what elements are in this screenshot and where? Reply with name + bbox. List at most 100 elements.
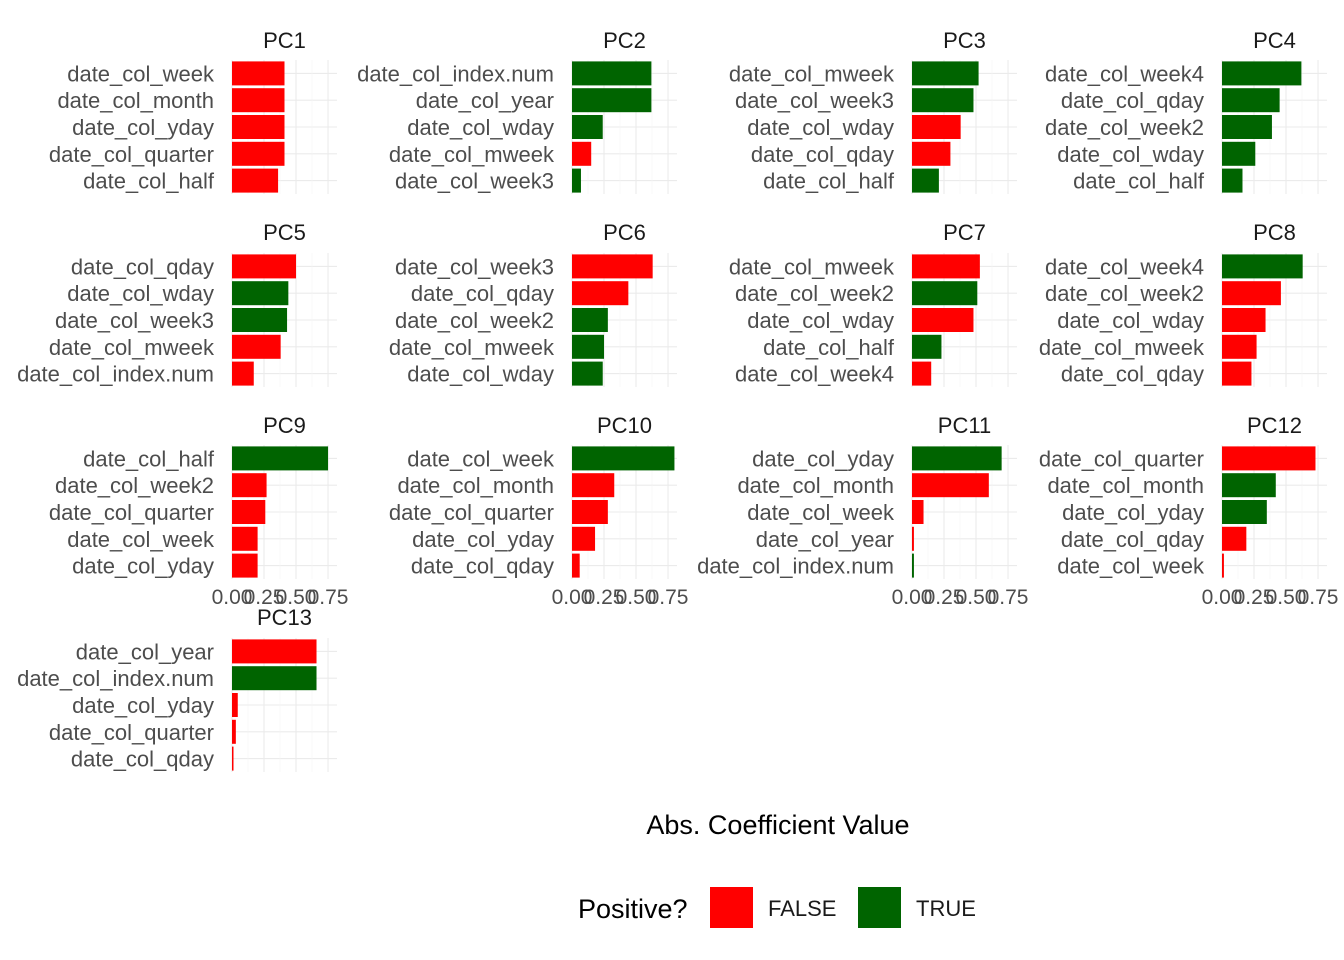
bar: [912, 168, 939, 193]
category-label: date_col_week3: [55, 308, 214, 333]
facet-panel-pc1: PC1 date_col_weekdate_col_monthdate_col_y…: [49, 28, 337, 194]
bar: [1222, 553, 1224, 578]
category-label: date_col_week: [747, 500, 895, 525]
category-label: date_col_half: [1073, 169, 1205, 194]
bar: [232, 746, 234, 771]
bar: [572, 115, 603, 139]
facet-panel-pc13: PC13date_col_yeardate_col_index.numdate_…: [17, 605, 337, 772]
category-label: date_col_half: [83, 446, 215, 471]
bar: [1222, 115, 1272, 139]
bar: [572, 446, 675, 471]
bar: [232, 446, 329, 471]
x-tick-label: 0.75: [308, 586, 349, 609]
category-label: date_col_week: [1057, 554, 1205, 579]
facet-panel-pc8: PC8date_col_week4date_col_week2date_col_…: [1039, 220, 1327, 387]
bar: [1222, 334, 1257, 359]
category-label: date_col_qday: [1061, 527, 1204, 552]
category-label: date_col_month: [1047, 473, 1204, 498]
facet-title: PC4: [1253, 28, 1296, 53]
category-label: date_col_yday: [1062, 500, 1204, 525]
category-label: date_col_half: [763, 169, 895, 194]
bar: [232, 281, 289, 306]
category-label: date_col_wday: [1057, 142, 1204, 167]
facet-title: PC8: [1253, 220, 1296, 245]
bar: [232, 473, 267, 498]
facet-panel-pc4: PC4date_col_week4date_col_qdaydate_col_w…: [1045, 28, 1327, 194]
category-label: date_col_yday: [72, 554, 214, 579]
x-tick-label: 0.75: [648, 586, 689, 609]
facet-panel-pc9: PC9 date_col_halfdate_col_week2date_col_q…: [49, 413, 349, 609]
facet-panel-pc11: PC11date_col_ydaydate_col_monthdate_col_…: [697, 413, 1028, 609]
legend: Positive? FALSE TRUE: [578, 887, 976, 928]
bar: [1222, 308, 1266, 332]
category-label: date_col_week4: [735, 362, 894, 387]
legend-title: Positive?: [578, 894, 688, 924]
bar: [232, 500, 266, 524]
bar: [572, 500, 608, 524]
x-tick-label: 0.25: [924, 586, 965, 609]
bar: [232, 639, 317, 664]
facet-title: PC12: [1247, 413, 1302, 438]
bar: [572, 88, 652, 113]
category-label: date_col_wday: [747, 308, 894, 333]
category-label: date_col_qday: [71, 747, 214, 772]
category-label: date_col_qday: [71, 254, 214, 279]
category-label: date_col_week2: [395, 308, 554, 333]
x-tick-label: 0.00: [552, 586, 593, 609]
bar: [912, 500, 924, 524]
facet-title: PC3: [943, 28, 986, 53]
facet-title: PC6: [603, 220, 646, 245]
legend-label-true: TRUE: [916, 896, 976, 921]
bar: [232, 719, 236, 744]
category-label: date_col_wday: [67, 281, 214, 306]
legend-key-true: [858, 887, 901, 928]
category-label: date_col_mweek: [49, 335, 215, 360]
facet-panel-pc6: PC6date_col_week3date_col_qdaydate_col_w…: [389, 220, 677, 387]
category-label: date_col_week4: [1045, 254, 1204, 279]
bar: [572, 473, 615, 498]
facet-title: PC10: [597, 413, 652, 438]
bar: [572, 254, 653, 279]
bar: [1222, 88, 1280, 113]
bar: [1222, 168, 1243, 193]
bar: [912, 361, 932, 386]
category-label: date_col_mweek: [729, 254, 895, 279]
bar: [1222, 473, 1276, 498]
facet-title: PC9: [263, 413, 306, 438]
facet-title: PC11: [938, 413, 991, 438]
category-label: date_col_week2: [55, 473, 214, 498]
category-label: date_col_index.num: [357, 61, 554, 86]
category-label: date_col_mweek: [1039, 335, 1205, 360]
bar: [232, 526, 258, 551]
bar: [572, 334, 605, 359]
category-label: date_col_half: [763, 335, 895, 360]
x-tick-label: 0.50: [956, 586, 997, 609]
category-label: date_col_quarter: [49, 500, 214, 525]
category-label: date_col_qday: [751, 142, 894, 167]
category-label: date_col_year: [76, 639, 214, 664]
category-label: date_col_quarter: [49, 720, 214, 745]
x-tick-label: 0.50: [276, 586, 317, 609]
category-label: date_col_week2: [1045, 281, 1204, 306]
category-label: date_col_qday: [411, 281, 554, 306]
category-label: date_col_yday: [412, 527, 554, 552]
bar: [912, 553, 914, 578]
bar: [232, 666, 317, 691]
bar: [572, 141, 592, 166]
x-tick-label: 0.75: [988, 586, 1029, 609]
category-label: date_col_wday: [1057, 308, 1204, 333]
category-label: date_col_week2: [1045, 115, 1204, 140]
category-label: date_col_mweek: [389, 142, 555, 167]
facet-title: PC7: [943, 220, 986, 245]
bar: [572, 361, 603, 386]
bar: [232, 334, 281, 359]
bar: [572, 308, 608, 332]
bar: [1222, 141, 1256, 166]
category-label: date_col_index.num: [17, 362, 214, 387]
category-label: date_col_year: [756, 527, 894, 552]
facet-panel-pc7: PC7date_col_mweekdate_col_week2date_col_…: [729, 220, 1017, 387]
bar: [912, 141, 951, 166]
x-axis-title: Abs. Coefficient Value: [646, 810, 909, 840]
bar: [572, 61, 652, 86]
